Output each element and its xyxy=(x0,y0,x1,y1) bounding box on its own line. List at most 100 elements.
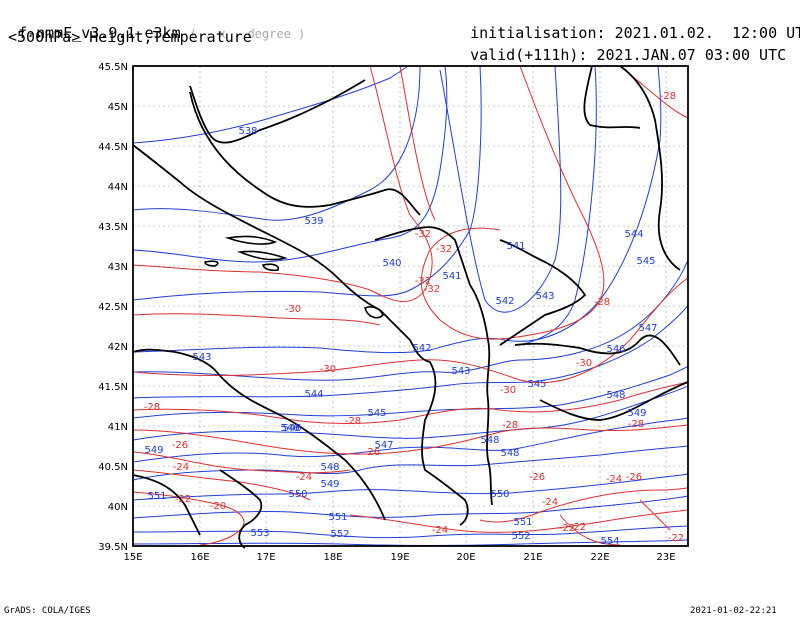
height-value-label: 550 xyxy=(490,489,509,500)
temperature-value-label: -28 xyxy=(594,297,610,308)
height-value-label: 548 xyxy=(500,448,519,459)
init-label: initialisation: xyxy=(470,24,606,42)
lon-tick-label: 20E xyxy=(456,552,475,563)
footer-timestamp: 2021-01-02-22:21 xyxy=(690,606,777,616)
temperature-value-label: -24 xyxy=(542,497,558,508)
temperature-value-label: -26 xyxy=(626,472,642,483)
valid-value: 2021.JAN.07 03:00 UTC xyxy=(596,46,787,64)
height-value-label: 543 xyxy=(192,352,211,363)
islands xyxy=(204,235,384,319)
field-title: <500hPa> Height,Temperature xyxy=(8,28,252,46)
units-label: ( . x . degree ) xyxy=(189,27,306,41)
height-value-label: 546 xyxy=(606,344,625,355)
lat-tick-label: 44N xyxy=(108,182,128,193)
lat-tick-label: 43.5N xyxy=(98,222,128,233)
height-value-label: 552 xyxy=(330,529,349,540)
lat-tick-label: 39.5N xyxy=(98,542,128,553)
temperature-contours xyxy=(132,65,689,546)
height-contour-labels: 538 539 540 541 541 542 543 544 545 547 543 546 542 5… xyxy=(144,126,657,547)
height-value-label: 542 xyxy=(412,343,431,354)
temperature-value-label: -26 xyxy=(529,472,545,483)
temperature-contour-labels: -28-32-32-32-30-32-30-30-30-28-28 -28-26-… xyxy=(144,91,684,544)
height-value-label: 550 xyxy=(288,489,307,500)
temperature-value-label: -30 xyxy=(285,304,301,315)
height-value-label: 544 xyxy=(624,229,643,240)
lat-tick-label: 44.5N xyxy=(98,142,128,153)
height-value-label: 539 xyxy=(304,216,323,227)
lat-tick-label: 40N xyxy=(108,502,128,513)
temperature-value-label: -24 xyxy=(432,525,448,536)
temperature-value-label: -24 xyxy=(296,472,312,483)
valid-label: valid(+111h): xyxy=(470,46,588,64)
lat-tick-label: 45N xyxy=(108,102,128,113)
model-title: f-nmmE_v3.9.1-e3km ( . x . degree ) xyxy=(0,6,305,43)
temperature-value-label: -24 xyxy=(173,462,189,473)
height-value-label: 551 xyxy=(147,491,166,502)
lat-tick-label: 42.5N xyxy=(98,302,128,313)
height-value-label: 542 xyxy=(495,296,514,307)
temperature-value-label: -28 xyxy=(660,91,676,102)
height-value-label: 541 xyxy=(506,241,525,252)
temperature-value-label: -20 xyxy=(210,501,226,512)
height-value-label: 546 xyxy=(280,423,299,434)
lon-tick-label: 23E xyxy=(656,552,675,563)
longitude-labels: 15E 16E 17E 18E 19E 20E 21E 22E 23E xyxy=(123,552,675,563)
height-value-label: 553 xyxy=(250,528,269,539)
lon-tick-label: 17E xyxy=(256,552,275,563)
lat-tick-label: 41N xyxy=(108,422,128,433)
footer-credit: GrADS: COLA/IGES xyxy=(4,606,91,616)
height-value-label: 547 xyxy=(638,323,657,334)
height-value-label: 548 xyxy=(606,390,625,401)
lon-tick-label: 18E xyxy=(323,552,342,563)
temperature-value-label: -28 xyxy=(144,402,160,413)
height-value-label: 551 xyxy=(328,512,347,523)
temperature-value-label: -32 xyxy=(415,276,431,287)
height-value-label: 545 xyxy=(367,408,386,419)
temperature-value-label: -22 xyxy=(175,494,191,505)
height-value-label: 545 xyxy=(527,379,546,390)
temperature-value-label: -22 xyxy=(668,533,684,544)
lat-tick-label: 43N xyxy=(108,262,128,273)
height-value-label: 545 xyxy=(636,256,655,267)
temperature-value-label: -30 xyxy=(500,385,516,396)
lat-tick-label: 42N xyxy=(108,342,128,353)
lat-tick-label: 40.5N xyxy=(98,462,128,473)
temperature-value-label: -30 xyxy=(576,358,592,369)
height-value-label: 549 xyxy=(320,479,339,490)
height-value-label: 552 xyxy=(511,531,530,542)
temperature-value-label: -32 xyxy=(424,284,440,295)
height-value-label: 546 xyxy=(282,423,301,434)
lon-tick-label: 16E xyxy=(190,552,209,563)
lon-tick-label: 21E xyxy=(523,552,542,563)
height-value-label: 540 xyxy=(382,258,401,269)
temperature-value-label: -26 xyxy=(172,440,188,451)
lon-tick-label: 19E xyxy=(390,552,409,563)
latitude-labels: 45.5N 45N 44.5N 44N 43.5N 43N 42.5N 42N 41.5N 41N… xyxy=(98,62,128,553)
height-value-label: 544 xyxy=(304,389,323,400)
height-value-label: 543 xyxy=(535,291,554,302)
temperature-value-label: -30 xyxy=(320,364,336,375)
height-value-label: 549 xyxy=(144,445,163,456)
country-borders xyxy=(132,65,689,549)
height-value-label: 548 xyxy=(480,435,499,446)
height-value-label: 549 xyxy=(627,408,646,419)
temperature-value-label: -22 xyxy=(570,522,586,533)
temperature-value-label: -32 xyxy=(436,244,452,255)
valid-time: valid(+111h): 2021.JAN.07 03:00 UTC xyxy=(452,28,786,64)
lon-tick-label: 22E xyxy=(590,552,609,563)
temperature-value-label: -28 xyxy=(628,419,644,430)
height-value-label: 541 xyxy=(442,271,461,282)
height-contours xyxy=(132,65,689,546)
lat-tick-label: 45.5N xyxy=(98,62,128,73)
height-value-label: 547 xyxy=(374,440,393,451)
init-time: initialisation: 2021.01.02. 12:00 UTC xyxy=(452,6,800,42)
temperature-value-label: -28 xyxy=(502,420,518,431)
height-value-label: 538 xyxy=(238,126,257,137)
height-value-label: 551 xyxy=(513,517,532,528)
init-value: 2021.01.02. 12:00 UTC xyxy=(614,24,800,42)
lon-tick-label: 15E xyxy=(123,552,142,563)
temperature-value-label: -22 xyxy=(559,523,575,534)
lat-tick-label: 41.5N xyxy=(98,382,128,393)
height-value-label: 543 xyxy=(451,366,470,377)
